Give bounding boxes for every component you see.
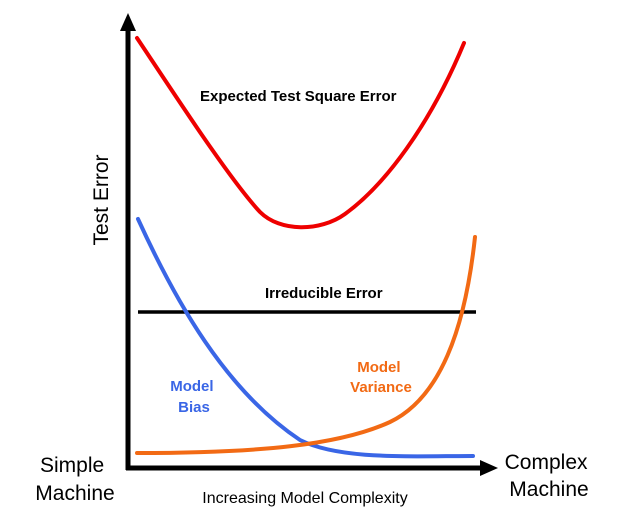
x-axis-label: Increasing Model Complexity	[202, 490, 407, 507]
model-bias-label: Model Bias	[170, 378, 218, 416]
model-bias-curve	[136, 217, 475, 459]
expected-test-error-curve	[135, 36, 466, 230]
model-variance-curve	[135, 235, 477, 455]
complex-machine-label-line-2: Machine	[509, 478, 588, 501]
simple-machine-label-line-2: Machine	[35, 482, 114, 505]
y-axis-label: Test Error	[90, 154, 113, 245]
x-axis-arrowhead	[480, 460, 498, 476]
axes	[120, 13, 498, 476]
complex-machine-label: Complex Machine	[505, 451, 594, 501]
model-variance-label-line-2: Variance	[350, 379, 412, 396]
irreducible-error-label: Irreducible Error	[265, 285, 383, 302]
model-variance-label: Model Variance	[350, 359, 412, 396]
expected-test-error-label: Expected Test Square Error	[200, 88, 397, 105]
simple-machine-label: Simple Machine	[35, 454, 114, 505]
model-bias-label-line-2: Bias	[178, 399, 210, 416]
model-bias-label-line-1: Model	[170, 378, 213, 395]
simple-machine-label-line-1: Simple	[40, 454, 104, 477]
y-axis-arrowhead	[120, 13, 136, 31]
model-variance-label-line-1: Model	[357, 359, 400, 376]
complex-machine-label-line-1: Complex	[505, 451, 588, 474]
